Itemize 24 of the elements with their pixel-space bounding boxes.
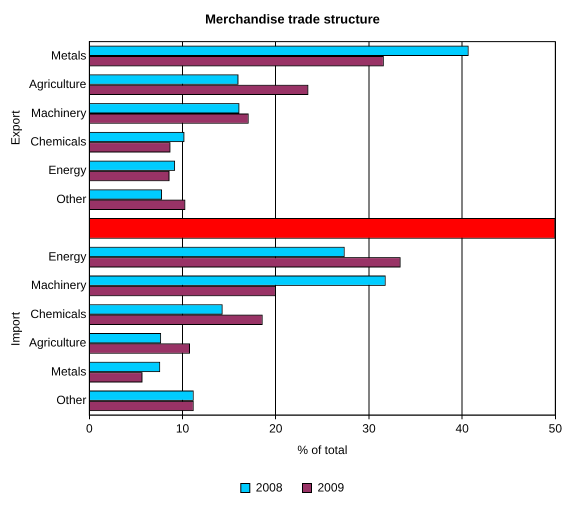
- legend-label: 2008: [256, 480, 283, 494]
- y-tick-label: Other: [56, 192, 86, 206]
- y-tick-label: Energy: [48, 249, 86, 264]
- text: Export: [8, 110, 22, 146]
- y-tick-label: Metals: [51, 48, 86, 62]
- y-tick-label: Energy: [48, 163, 86, 178]
- x-tick-label: 40: [455, 422, 470, 436]
- chart-title: Merchandise trade structure: [205, 11, 380, 26]
- y-tick-label: Agriculture: [29, 336, 87, 350]
- x-tick-label: 20: [269, 422, 283, 436]
- y-tick-label: Other: [56, 393, 86, 408]
- y-tick-label: Agriculture: [29, 77, 87, 92]
- y-tick-label: Machinery: [31, 106, 86, 120]
- y-tick-label: Chemicals: [30, 306, 86, 321]
- x-tick-label: 30: [362, 422, 376, 436]
- y-tick-label: Machinery: [31, 278, 86, 292]
- x-axis-title: % of total: [297, 443, 348, 458]
- y-tick-label: Metals: [51, 364, 86, 378]
- legend-label: 2009: [318, 480, 345, 494]
- x-tick-label: 50: [548, 422, 562, 436]
- y-tick-label: Chemicals: [30, 134, 86, 148]
- x-tick-label: 0: [86, 422, 94, 436]
- text: Import: [8, 311, 22, 346]
- x-tick-label: 10: [176, 422, 190, 436]
